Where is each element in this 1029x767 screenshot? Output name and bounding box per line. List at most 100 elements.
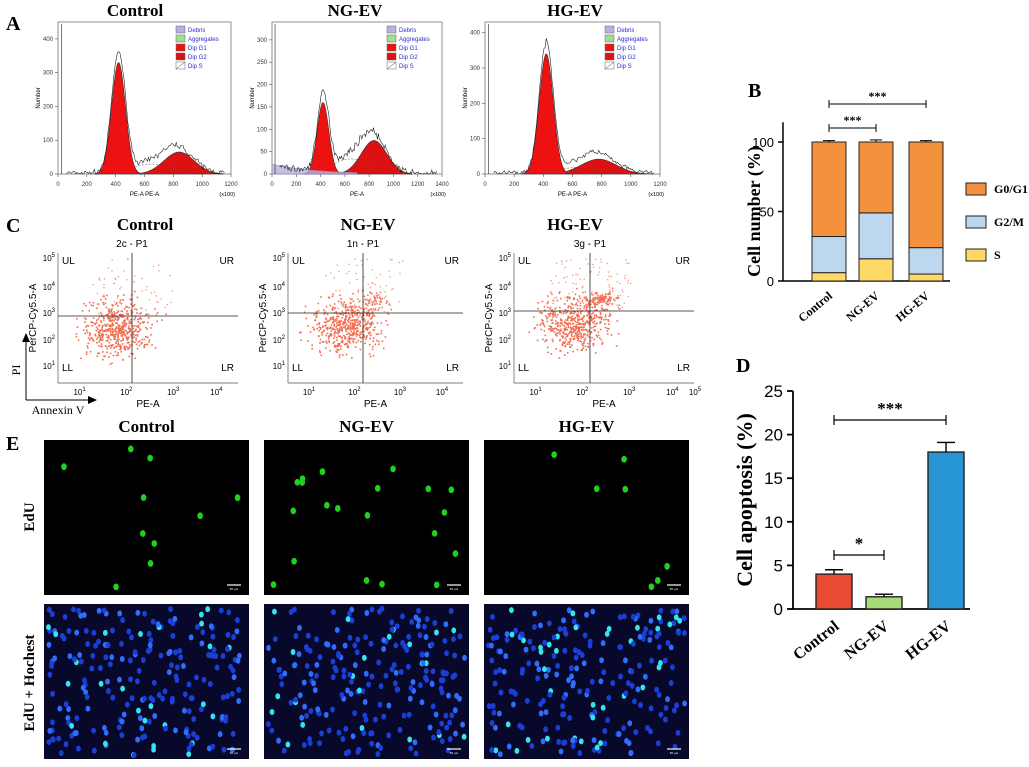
flow-dot (121, 326, 124, 329)
flow-dot (138, 330, 140, 333)
flow-dot (587, 320, 589, 323)
flow-dot (359, 336, 362, 339)
flow-dot (122, 322, 124, 325)
histogram-ytick-label: 150 (257, 105, 268, 111)
flow-dot (588, 321, 590, 323)
flow-dot (346, 306, 348, 309)
b-bar-g0-g1 (811, 141, 847, 238)
edu-nucleus (363, 577, 370, 584)
hoechst-nucleus (543, 726, 549, 733)
flow-dot (317, 302, 320, 305)
flow-dot (348, 327, 350, 330)
flow-dot (373, 309, 375, 311)
flow-dot (559, 291, 561, 293)
flow-dot (352, 328, 355, 331)
flow-dot (119, 329, 122, 332)
hoechst-nucleus (229, 746, 235, 753)
flow-dot (624, 277, 626, 280)
flow-dot (146, 321, 149, 324)
hoechst-nucleus (462, 654, 467, 661)
flow-dot (348, 263, 350, 265)
hoechst-nucleus (49, 660, 55, 667)
flow-dot (331, 309, 334, 312)
flow-dot (357, 339, 360, 342)
flow-dot (119, 345, 121, 348)
flow-dot (123, 345, 126, 348)
flow-dot (600, 308, 603, 310)
hoechst-nucleus (570, 742, 576, 749)
flow-dot (590, 303, 592, 305)
flow-dot (574, 317, 577, 319)
flow-dot (113, 346, 116, 349)
edu-nucleus (234, 494, 241, 502)
hoechst-nucleus (66, 627, 72, 634)
flow-dot (118, 330, 121, 333)
flow-dot (335, 289, 337, 292)
flow-dot (548, 328, 550, 331)
hoechst-nucleus (665, 696, 670, 703)
flow-dot (572, 282, 574, 284)
b-bar-s (908, 273, 944, 282)
b-bar-s (858, 258, 894, 282)
flow-dot (118, 314, 121, 317)
flow-dot (122, 339, 124, 341)
flow-dot (116, 333, 118, 336)
hoechst-nucleus (167, 618, 173, 625)
flow-dot (543, 330, 546, 332)
histogram-xtick-label: 1200 (224, 182, 238, 188)
flow-dot (342, 314, 344, 316)
flow-dot (352, 327, 354, 329)
hoechst-nucleus (225, 631, 231, 638)
flow-dot (96, 292, 99, 295)
flow-dot (85, 351, 88, 353)
flow-dot (593, 302, 595, 305)
flow-quadrant-ur: UR (220, 256, 234, 267)
hoechst-nucleus (110, 694, 116, 701)
flow-dot (537, 302, 540, 304)
hoechst-nucleus (168, 606, 173, 613)
hoechst-nucleus (269, 727, 275, 734)
d-ytick-label: 5 (774, 556, 783, 575)
hoechst-nucleus (63, 701, 69, 708)
flow-dot (338, 320, 340, 323)
flow-dot (134, 334, 137, 337)
flow-dot (580, 326, 583, 328)
flow-dot (336, 348, 338, 351)
flow-dot (126, 332, 128, 335)
flow-dot (326, 332, 329, 335)
flow-dot (118, 324, 121, 327)
flow-dot (338, 344, 340, 347)
flow-dot (337, 349, 340, 351)
flow-dot (549, 291, 552, 294)
flow-dot (341, 304, 343, 306)
flow-dot (579, 278, 581, 280)
flow-dot (547, 295, 549, 297)
histogram-xtick-label: 400 (538, 182, 549, 188)
flow-dot (567, 326, 570, 328)
flow-xtick-label: 105 (689, 387, 702, 397)
flow-dot (547, 301, 550, 303)
flow-dot (371, 312, 374, 315)
hoechst-nucleus (205, 606, 211, 613)
histogram-ytick-label: 100 (43, 138, 54, 144)
hoechst-nucleus (489, 720, 495, 727)
flow-dot (586, 329, 588, 332)
hoechst-nucleus (194, 674, 199, 681)
flow-dot (580, 323, 583, 325)
flow-dot (324, 324, 327, 327)
flow-dot (551, 282, 553, 285)
flow-dot (127, 258, 129, 261)
flow-dot (108, 356, 110, 358)
histogram-legend-swatch (604, 34, 615, 43)
flow-dot (366, 335, 368, 337)
flow-dot (325, 334, 327, 337)
flow-dot (300, 331, 302, 334)
flow-dot (349, 324, 351, 326)
flow-dot (133, 318, 136, 321)
flow-dot (550, 329, 552, 331)
flow-dot (330, 318, 332, 321)
flow-dot (95, 326, 98, 329)
flow-dot (121, 316, 124, 318)
flow-dot (145, 343, 148, 346)
flow-dot (385, 320, 387, 322)
